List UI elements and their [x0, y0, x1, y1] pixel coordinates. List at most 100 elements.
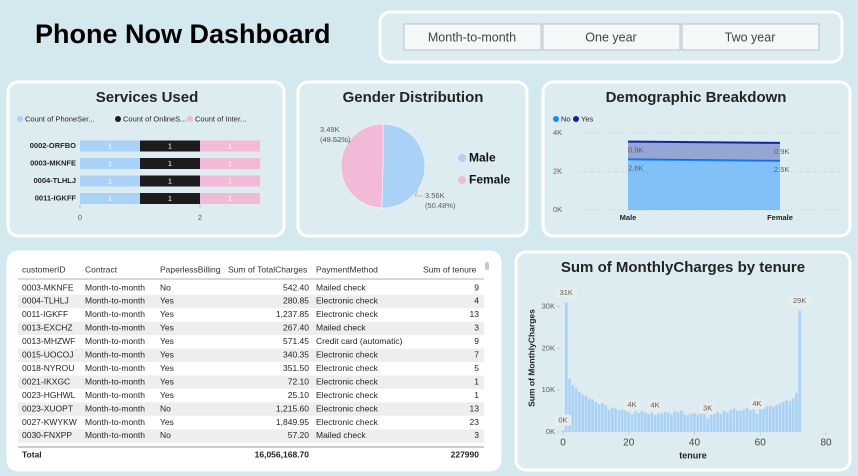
table-cell: No	[160, 430, 171, 440]
table-cell: 351.50	[283, 363, 309, 373]
x-tick-label: 2	[198, 213, 202, 222]
table-cell: 1,237.85	[276, 309, 309, 319]
table-cell: Month-to-month	[85, 376, 145, 386]
table-cell: 0004-TLHLJ	[22, 296, 69, 306]
data-label: 0.9K	[628, 146, 643, 155]
bar	[660, 413, 663, 432]
data-label: 1	[228, 141, 232, 150]
table-cell: 1	[474, 390, 479, 400]
bar	[785, 400, 788, 432]
legend-dot	[115, 116, 121, 122]
bar-segment	[140, 175, 200, 187]
table-cell: 5	[474, 363, 479, 373]
y-tick-label: 0K	[553, 205, 562, 214]
legend-label: Count of OnlineS...	[123, 114, 186, 123]
bar	[624, 410, 627, 432]
table-cell: Yes	[160, 336, 174, 346]
table-cell: Month-to-month	[85, 350, 145, 360]
filter-button[interactable]: One year	[542, 23, 681, 51]
button-label[interactable]: Two year	[725, 30, 776, 44]
bar	[788, 401, 792, 432]
data-label: 1	[168, 176, 172, 185]
bar	[703, 414, 706, 432]
table-cell: 0023-HGHWL	[22, 390, 76, 400]
data-label: 31K	[560, 288, 573, 297]
legend-label: Male	[469, 151, 496, 165]
data-label: 29K	[793, 296, 806, 305]
bar	[742, 409, 746, 432]
bar	[719, 414, 723, 432]
table-cell: Month-to-month	[85, 296, 145, 306]
table-cell: 0015-UOCOJ	[22, 350, 74, 360]
bar	[791, 398, 795, 432]
data-label: 1	[108, 141, 112, 150]
data-label: 1	[108, 159, 112, 168]
bar-segment	[80, 158, 140, 169]
button-box[interactable]	[403, 23, 542, 51]
leader-line	[414, 190, 423, 197]
button-box[interactable]	[542, 23, 681, 51]
x-tick-label: Male	[620, 213, 637, 222]
bar	[610, 407, 614, 432]
area-line	[627, 140, 781, 144]
table-cell: Month-to-month	[85, 430, 145, 440]
data-label: 4K	[627, 400, 636, 409]
bar	[578, 391, 581, 432]
table-cell: 340.35	[283, 350, 309, 360]
bar	[571, 385, 575, 432]
pie-slice	[340, 123, 384, 209]
table-cell: Mailed check	[316, 323, 366, 333]
table-cell: 25.10	[288, 390, 310, 400]
row-stripe	[18, 294, 484, 309]
bar	[607, 409, 611, 432]
bar	[699, 412, 703, 432]
data-label: 1	[168, 141, 172, 150]
bar	[587, 398, 591, 432]
column-header: Sum of tenure	[423, 264, 477, 274]
bar	[653, 414, 657, 432]
legend-dot	[458, 176, 466, 184]
table-cell: 7	[474, 350, 479, 360]
bar	[768, 405, 772, 432]
table-cell: 0023-XUOPT	[22, 403, 73, 413]
table-cell: Yes	[160, 323, 174, 333]
table-cell: 3	[474, 430, 479, 440]
bar	[778, 403, 782, 432]
filter-button[interactable]: Month-to-month	[403, 23, 542, 51]
column-header: Contract	[85, 264, 118, 274]
bar	[749, 410, 752, 432]
y-tick-label: 0003-MKNFE	[30, 158, 76, 167]
row-stripe	[18, 348, 484, 362]
bar	[673, 411, 677, 432]
button-box[interactable]	[681, 23, 820, 51]
y-axis-title: Sum of MonthlyCharges	[526, 309, 536, 407]
table-cell: Yes	[160, 350, 174, 360]
filter-button[interactable]: Two year	[681, 23, 820, 51]
bar	[765, 406, 769, 432]
data-label: 0K	[558, 416, 567, 425]
percent-label: (49.52%)	[320, 135, 351, 144]
data-label: 1	[228, 176, 232, 185]
bar	[716, 411, 719, 432]
data-label: 4K	[752, 399, 761, 408]
bar	[591, 399, 594, 432]
bar	[637, 413, 640, 432]
table-cell: 542.40	[283, 282, 309, 292]
data-label: 1	[108, 176, 112, 185]
bar	[755, 413, 759, 432]
data-label-box	[624, 398, 641, 410]
legend-label: Yes	[581, 114, 593, 123]
button-label[interactable]: Month-to-month	[428, 30, 516, 44]
data-label: 3.56K	[425, 191, 445, 200]
y-tick-label: 0002-ORFBO	[30, 141, 76, 150]
data-label: 3.49K	[320, 125, 340, 134]
row-stripe	[18, 375, 484, 389]
x-axis-title: tenure	[679, 450, 707, 460]
table-cell: Month-to-month	[85, 336, 145, 346]
data-label-box	[647, 399, 664, 411]
button-label[interactable]: One year	[585, 30, 636, 44]
table-cell: Yes	[160, 296, 174, 306]
bar	[722, 411, 726, 432]
table-cell: Electronic check	[316, 417, 379, 427]
total-cell: 227990	[451, 449, 480, 459]
